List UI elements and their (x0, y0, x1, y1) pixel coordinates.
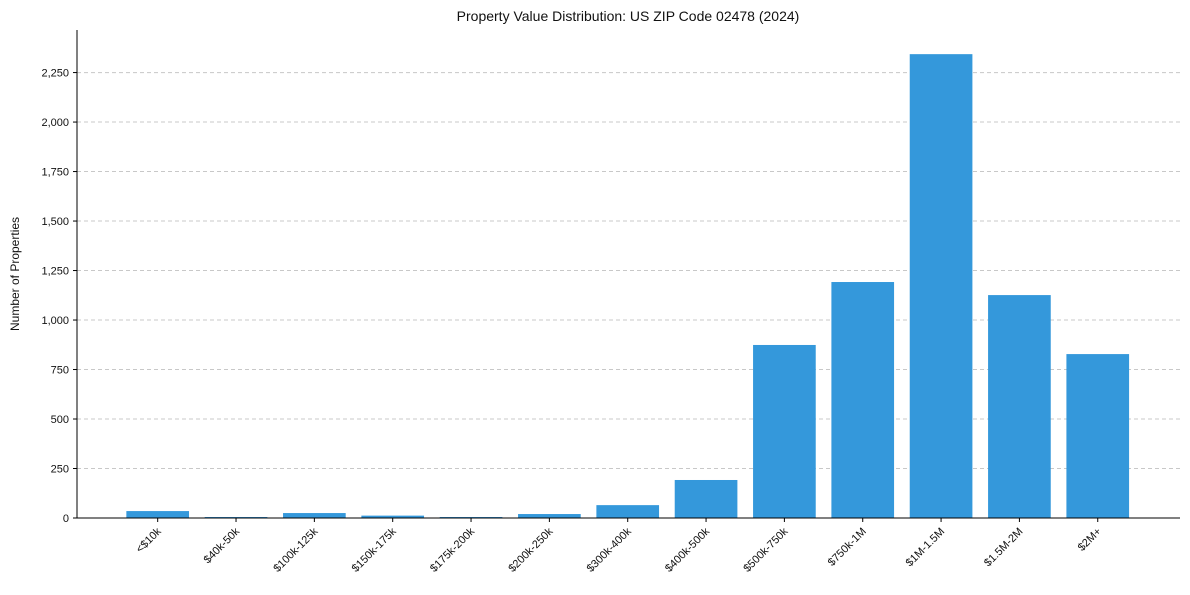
bar (988, 295, 1051, 518)
bar (674, 479, 738, 518)
bar (361, 515, 425, 518)
bar (753, 344, 816, 518)
bar (1066, 354, 1130, 518)
y-axis-label: Number of Properties (8, 217, 22, 331)
y-tick-label: 250 (51, 464, 69, 476)
y-tick-label: 2,250 (41, 68, 69, 80)
y-tick-label: 1,500 (41, 216, 69, 228)
bar (283, 513, 346, 518)
y-tick-label: 500 (51, 414, 69, 426)
bar (518, 514, 581, 518)
x-tick-label: $150k-175k (350, 525, 399, 574)
y-tick-label: 2,000 (41, 117, 69, 129)
y-tick-label: 1,000 (41, 315, 69, 327)
y-tick-label: 1,250 (41, 266, 69, 278)
x-tick-label: $1.5M-2M (982, 526, 1026, 570)
chart-title: Property Value Distribution: US ZIP Code… (457, 8, 800, 24)
x-tick-label: <$10k (134, 525, 164, 555)
y-tick-label: 750 (51, 365, 69, 377)
x-tick-label: $750k-1M (826, 526, 869, 569)
bar (909, 54, 973, 519)
x-tick-label: $100k-125k (271, 525, 320, 574)
bar (126, 511, 190, 518)
bar (831, 282, 895, 518)
y-tick-label: 1,750 (41, 167, 69, 179)
x-tick-label: $1M-1.5M (904, 526, 948, 570)
y-tick-label: 0 (63, 513, 69, 525)
x-tick-label: $175k-200k (428, 525, 477, 574)
x-tick-label: $500k-750k (741, 525, 790, 574)
x-tick-label: $300k-400k (585, 525, 634, 574)
x-tick-label: $40k-50k (202, 525, 243, 566)
x-tick-label: $2M+ (1076, 526, 1104, 554)
bar (596, 505, 660, 518)
x-tick-label: $400k-500k (663, 525, 712, 574)
x-tick-label: $200k-250k (506, 525, 555, 574)
